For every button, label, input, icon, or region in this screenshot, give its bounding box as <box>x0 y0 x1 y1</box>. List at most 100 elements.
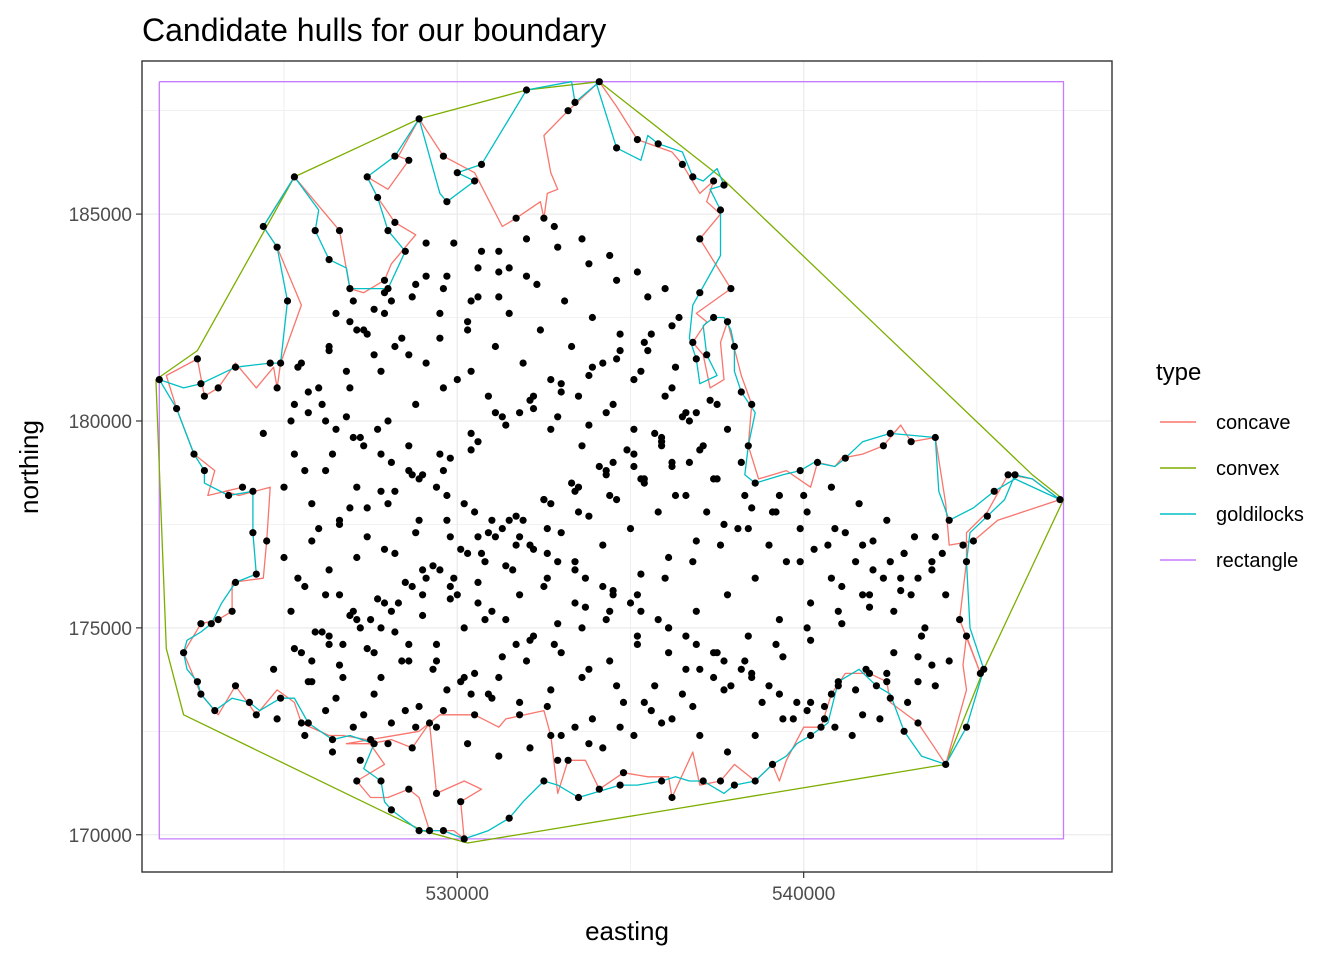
data-point <box>464 740 472 748</box>
data-point <box>460 624 468 632</box>
data-point <box>557 380 565 388</box>
data-point <box>446 595 454 603</box>
data-point <box>585 371 593 380</box>
data-point <box>585 260 593 268</box>
data-point <box>387 297 395 305</box>
data-point <box>689 338 697 346</box>
data-point <box>443 686 451 694</box>
data-point <box>252 711 260 719</box>
data-point <box>322 467 330 475</box>
data-point <box>807 698 815 707</box>
data-point <box>654 140 662 148</box>
data-point <box>696 289 704 297</box>
data-point <box>380 309 389 317</box>
data-point <box>720 520 728 529</box>
data-point <box>956 616 964 624</box>
data-point <box>516 591 524 599</box>
data-point <box>557 649 565 657</box>
data-point <box>661 392 669 400</box>
data-point <box>574 483 583 491</box>
y-tick-label: 170000 <box>69 826 132 847</box>
y-tick-label: 180000 <box>69 412 132 433</box>
data-point <box>436 309 444 317</box>
data-point <box>432 789 441 798</box>
data-point <box>443 272 451 280</box>
data-point <box>640 338 648 346</box>
data-point <box>405 351 413 359</box>
data-point <box>716 206 725 214</box>
data-point <box>231 682 240 690</box>
data-point <box>897 587 905 595</box>
data-point <box>318 628 326 636</box>
data-point <box>519 516 527 524</box>
data-point <box>557 529 565 537</box>
data-point <box>252 570 260 578</box>
data-point <box>353 483 361 491</box>
data-point <box>155 376 163 384</box>
data-point <box>464 318 472 326</box>
data-point <box>744 442 752 450</box>
data-point <box>897 574 905 582</box>
data-point <box>976 669 985 678</box>
data-point <box>498 413 506 421</box>
data-point <box>678 413 687 421</box>
data-point <box>633 640 642 649</box>
data-point <box>412 529 420 537</box>
data-point <box>803 508 811 516</box>
data-point <box>827 574 836 582</box>
data-point <box>852 686 860 694</box>
data-point <box>415 115 423 123</box>
data-point <box>633 268 642 276</box>
data-point <box>516 409 524 417</box>
data-point <box>498 525 506 533</box>
data-point <box>481 616 489 624</box>
data-point <box>464 326 472 334</box>
data-point <box>606 607 614 615</box>
data-point <box>432 483 441 491</box>
data-point <box>969 537 978 545</box>
data-point <box>363 533 371 541</box>
data-point <box>855 500 863 508</box>
data-point <box>408 744 416 752</box>
data-point <box>488 607 496 615</box>
data-point <box>678 160 687 168</box>
data-point <box>779 653 787 661</box>
data-point <box>723 425 732 433</box>
data-point <box>852 558 860 566</box>
data-point <box>696 446 704 454</box>
data-point <box>422 272 430 280</box>
data-point <box>644 293 652 301</box>
data-point <box>692 607 700 615</box>
data-point <box>245 698 253 707</box>
data-point <box>270 665 278 673</box>
data-point <box>581 603 590 611</box>
data-point <box>322 591 330 599</box>
data-point <box>782 558 791 566</box>
data-point <box>467 297 475 305</box>
data-point <box>387 458 395 466</box>
data-point <box>571 98 579 106</box>
data-point <box>886 694 894 702</box>
data-point <box>962 723 971 731</box>
data-point <box>287 607 295 615</box>
x-axis-ticks: 530000 540000 <box>426 872 835 905</box>
data-point <box>422 574 430 582</box>
data-point <box>928 566 936 574</box>
data-point <box>696 665 704 673</box>
data-point <box>377 487 385 495</box>
data-point <box>474 293 482 301</box>
data-point <box>429 562 437 570</box>
data-point <box>630 731 638 740</box>
data-point <box>599 541 607 549</box>
data-point <box>737 388 745 396</box>
data-point <box>380 289 389 297</box>
data-point <box>931 433 939 442</box>
data-point <box>900 549 908 558</box>
data-point <box>453 169 461 177</box>
data-point <box>820 702 829 711</box>
data-point <box>412 400 420 408</box>
data-point <box>259 429 267 437</box>
data-point <box>696 235 704 243</box>
data-point <box>190 450 198 458</box>
data-point <box>491 342 499 351</box>
